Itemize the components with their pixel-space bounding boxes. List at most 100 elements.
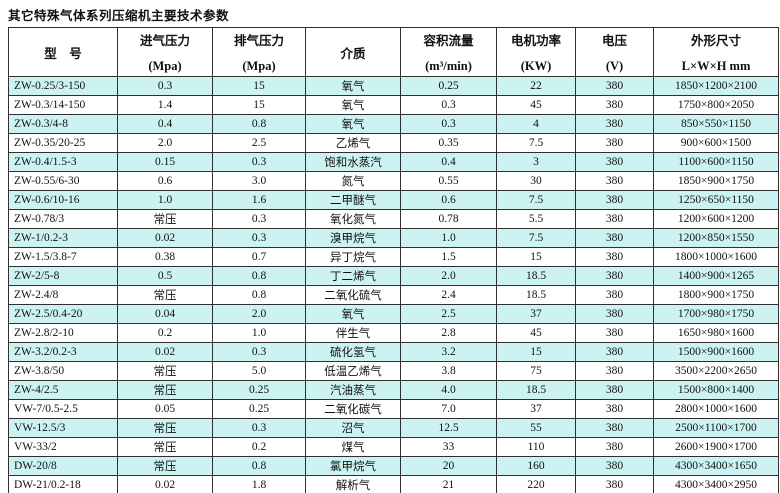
column-header-unit: (KW) [520, 59, 552, 73]
medium-cell: 伴生气 [305, 323, 401, 343]
motor-power-cell: 160 [496, 456, 576, 476]
column-header-label: 进气压力 [139, 34, 190, 48]
model-cell: ZW-0.55/6-30 [8, 171, 118, 191]
medium-cell: 乙烯气 [305, 133, 401, 153]
exhaust-pressure-cell: 0.3 [212, 152, 306, 172]
dimensions-cell: 1250×650×1150 [653, 190, 779, 210]
table-row: ZW-0.6/10-16 1.0 1.6 二甲醚气 0.6 7.5 380 12… [8, 190, 779, 210]
model-cell: ZW-4/2.5 [8, 380, 118, 400]
header-row: 型 号 进气压力 (Mpa) 排气压力 (Mpa) 介质 容积流量 (m³/min) … [8, 27, 779, 77]
table-row: ZW-1.5/3.8-7 0.38 0.7 异丁烷气 1.5 15 380 18… [8, 247, 779, 267]
medium-cell: 氧气 [305, 114, 401, 134]
medium-cell: 溴甲烷气 [305, 228, 401, 248]
dimensions-cell: 1700×980×1750 [653, 304, 779, 324]
dimensions-cell: 1850×900×1750 [653, 171, 779, 191]
motor-power-cell: 15 [496, 247, 576, 267]
motor-power-cell: 22 [496, 76, 576, 96]
motor-power-cell: 7.5 [496, 133, 576, 153]
motor-power-cell: 37 [496, 304, 576, 324]
dimensions-cell: 1800×900×1750 [653, 285, 779, 305]
model-cell: ZW-0.3/4-8 [8, 114, 118, 134]
exhaust-pressure-cell: 0.25 [212, 399, 306, 419]
motor-power-cell: 45 [496, 95, 576, 115]
medium-cell: 低温乙烯气 [305, 361, 401, 381]
column-header-label: 电压 [601, 34, 627, 48]
volume-flow-cell: 3.2 [400, 342, 497, 362]
medium-cell: 硫化氢气 [305, 342, 401, 362]
voltage-cell: 380 [575, 76, 654, 96]
column-header-label: 型 号 [44, 46, 82, 61]
model-cell: ZW-3.2/0.2-3 [8, 342, 118, 362]
voltage-cell: 380 [575, 266, 654, 286]
table-row: ZW-4/2.5 常压 0.25 汽油蒸气 4.0 18.5 380 1500×… [8, 380, 779, 400]
volume-flow-cell: 0.78 [400, 209, 497, 229]
dimensions-cell: 1800×1000×1600 [653, 247, 779, 267]
intake-pressure-cell: 0.02 [117, 228, 213, 248]
column-header-unit: L×W×H mm [681, 59, 751, 73]
motor-power-cell: 30 [496, 171, 576, 191]
column-header-intake-pressure: 进气压力 (Mpa) [117, 27, 213, 77]
table-row: VW-33/2 常压 0.2 煤气 33 110 380 2600×1900×1… [8, 437, 779, 457]
dimensions-cell: 1200×600×1200 [653, 209, 779, 229]
volume-flow-cell: 0.3 [400, 114, 497, 134]
dimensions-cell: 850×550×1150 [653, 114, 779, 134]
volume-flow-cell: 1.0 [400, 228, 497, 248]
volume-flow-cell: 2.5 [400, 304, 497, 324]
model-cell: ZW-3.8/50 [8, 361, 118, 381]
exhaust-pressure-cell: 0.3 [212, 418, 306, 438]
model-cell: ZW-2.4/8 [8, 285, 118, 305]
medium-cell: 汽油蒸气 [305, 380, 401, 400]
exhaust-pressure-cell: 0.2 [212, 437, 306, 457]
intake-pressure-cell: 常压 [117, 380, 213, 400]
model-cell: ZW-2.8/2-10 [8, 323, 118, 343]
motor-power-cell: 4 [496, 114, 576, 134]
medium-cell: 二甲醚气 [305, 190, 401, 210]
dimensions-cell: 1500×800×1400 [653, 380, 779, 400]
exhaust-pressure-cell: 15 [212, 95, 306, 115]
medium-cell: 氧化氮气 [305, 209, 401, 229]
dimensions-cell: 2800×1000×1600 [653, 399, 779, 419]
table-row: VW-12.5/3 常压 0.3 沼气 12.5 55 380 2500×110… [8, 418, 779, 438]
motor-power-cell: 18.5 [496, 266, 576, 286]
exhaust-pressure-cell: 2.0 [212, 304, 306, 324]
intake-pressure-cell: 常压 [117, 437, 213, 457]
dimensions-cell: 4300×3400×1650 [653, 456, 779, 476]
column-header-label: 外形尺寸 [690, 34, 741, 48]
page-title: 其它特殊气体系列压缩机主要技术参数 [8, 9, 230, 23]
column-header-exhaust-pressure: 排气压力 (Mpa) [212, 27, 306, 77]
voltage-cell: 380 [575, 133, 654, 153]
volume-flow-cell: 0.25 [400, 76, 497, 96]
dimensions-cell: 1100×600×1150 [653, 152, 779, 172]
voltage-cell: 380 [575, 323, 654, 343]
voltage-cell: 380 [575, 418, 654, 438]
voltage-cell: 380 [575, 304, 654, 324]
voltage-cell: 380 [575, 456, 654, 476]
intake-pressure-cell: 2.0 [117, 133, 213, 153]
column-header-dimensions: 外形尺寸 L×W×H mm [653, 27, 779, 77]
intake-pressure-cell: 0.02 [117, 475, 213, 493]
intake-pressure-cell: 常压 [117, 285, 213, 305]
medium-cell: 氧气 [305, 304, 401, 324]
dimensions-cell: 1500×900×1600 [653, 342, 779, 362]
column-header-label: 电机功率 [510, 34, 561, 48]
model-cell: VW-7/0.5-2.5 [8, 399, 118, 419]
voltage-cell: 380 [575, 437, 654, 457]
motor-power-cell: 18.5 [496, 285, 576, 305]
volume-flow-cell: 0.35 [400, 133, 497, 153]
intake-pressure-cell: 0.4 [117, 114, 213, 134]
intake-pressure-cell: 1.0 [117, 190, 213, 210]
volume-flow-cell: 3.8 [400, 361, 497, 381]
motor-power-cell: 3 [496, 152, 576, 172]
exhaust-pressure-cell: 0.3 [212, 209, 306, 229]
model-cell: ZW-1/0.2-3 [8, 228, 118, 248]
intake-pressure-cell: 0.38 [117, 247, 213, 267]
dimensions-cell: 1200×850×1550 [653, 228, 779, 248]
exhaust-pressure-cell: 0.8 [212, 285, 306, 305]
intake-pressure-cell: 0.3 [117, 76, 213, 96]
motor-power-cell: 7.5 [496, 190, 576, 210]
volume-flow-cell: 7.0 [400, 399, 497, 419]
model-cell: VW-12.5/3 [8, 418, 118, 438]
column-header-unit: (Mpa) [242, 59, 276, 73]
motor-power-cell: 18.5 [496, 380, 576, 400]
volume-flow-cell: 0.6 [400, 190, 497, 210]
